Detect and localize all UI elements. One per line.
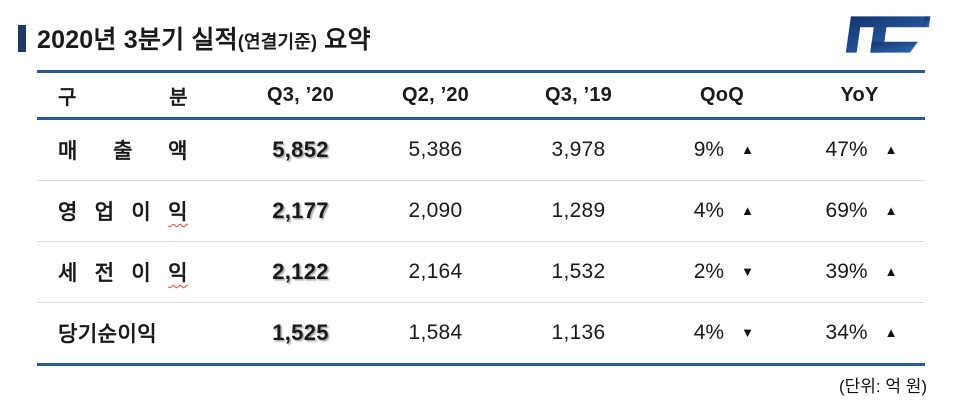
page-title-main: 2020년 3분기 실적 <box>37 26 238 54</box>
pretax-yoy: 39% ▲ <box>825 260 898 283</box>
net-yoy: 34% ▲ <box>825 321 898 344</box>
header-q3-19: Q3, ’19 <box>545 83 612 106</box>
table-row-operating-profit: 영 업 이 익 2,177 2,090 1,289 4% ▲ 69% ▲ <box>37 181 925 242</box>
net-q3-20: 1,525 <box>272 320 329 345</box>
page-title: 2020년 3분기 실적(연결기준) 요약 <box>37 20 371 56</box>
table-row-net-profit: 당기순이익 1,525 1,584 1,136 4% ▼ 34% ▲ <box>37 303 925 363</box>
trend-triangle-icon: ▲ <box>741 141 754 157</box>
revenue-yoy: 47% ▲ <box>825 138 898 161</box>
pretax-q3-20: 2,122 <box>272 259 329 284</box>
op-yoy: 69% ▲ <box>825 199 898 222</box>
trend-triangle-icon: ▲ <box>884 263 898 279</box>
pretax-q2-20: 2,164 <box>408 260 463 283</box>
row-label-revenue: 매 출 액 <box>58 140 188 163</box>
spellcheck-underline: 익 <box>168 262 188 285</box>
row-label-pretax-profit: 세 전 이 익 <box>58 262 188 285</box>
title-accent-bar <box>18 24 26 52</box>
spellcheck-underline: 익 <box>168 201 188 224</box>
pretax-qoq: 2% ▼ <box>693 260 754 283</box>
op-qoq: 4% ▲ <box>693 199 754 222</box>
net-qoq: 4% ▼ <box>693 321 754 344</box>
header-yoy: YoY <box>840 83 879 106</box>
header-category: 구 분 <box>58 86 188 109</box>
table-header-row: 구 분 Q3, ’20 Q2, ’20 Q3, ’19 QoQ YoY <box>37 73 925 120</box>
op-q3-20: 2,177 <box>272 198 329 223</box>
revenue-q3-20: 5,852 <box>272 137 329 162</box>
row-label-net-profit: 당기순이익 <box>58 323 158 346</box>
header-q2-20: Q2, ’20 <box>402 83 469 106</box>
page-title-tail: 요약 <box>324 26 371 54</box>
page-title-paren: (연결기준) <box>237 32 318 52</box>
header-qoq: QoQ <box>700 83 744 106</box>
net-q2-20: 1,584 <box>408 321 463 344</box>
row-label-operating-profit: 영 업 이 익 <box>58 201 188 224</box>
table-row-pretax-profit: 세 전 이 익 2,122 2,164 1,532 2% ▼ 39% ▲ <box>37 242 925 303</box>
revenue-q2-20: 5,386 <box>408 138 463 161</box>
net-q3-19: 1,136 <box>551 321 606 344</box>
nc-logo-icon <box>845 16 931 53</box>
trend-triangle-icon: ▲ <box>884 202 898 218</box>
revenue-q3-19: 3,978 <box>551 138 606 161</box>
trend-triangle-icon: ▼ <box>741 263 754 279</box>
trend-triangle-icon: ▲ <box>741 202 754 218</box>
header-q3-20: Q3, ’20 <box>267 83 334 106</box>
trend-triangle-icon: ▲ <box>884 324 898 340</box>
pretax-q3-19: 1,532 <box>551 260 606 283</box>
trend-triangle-icon: ▼ <box>741 324 754 340</box>
unit-note: (단위: 억 원) <box>838 377 927 396</box>
slide-title-row: 2020년 3분기 실적(연결기준) 요약 <box>18 20 371 56</box>
revenue-qoq: 9% ▲ <box>693 138 754 161</box>
trend-triangle-icon: ▲ <box>884 141 898 157</box>
op-q3-19: 1,289 <box>551 199 606 222</box>
results-table: 구 분 Q3, ’20 Q2, ’20 Q3, ’19 QoQ YoY 매 출 … <box>37 70 925 366</box>
table-row-revenue: 매 출 액 5,852 5,386 3,978 9% ▲ 47% ▲ <box>37 120 925 181</box>
op-q2-20: 2,090 <box>408 199 463 222</box>
